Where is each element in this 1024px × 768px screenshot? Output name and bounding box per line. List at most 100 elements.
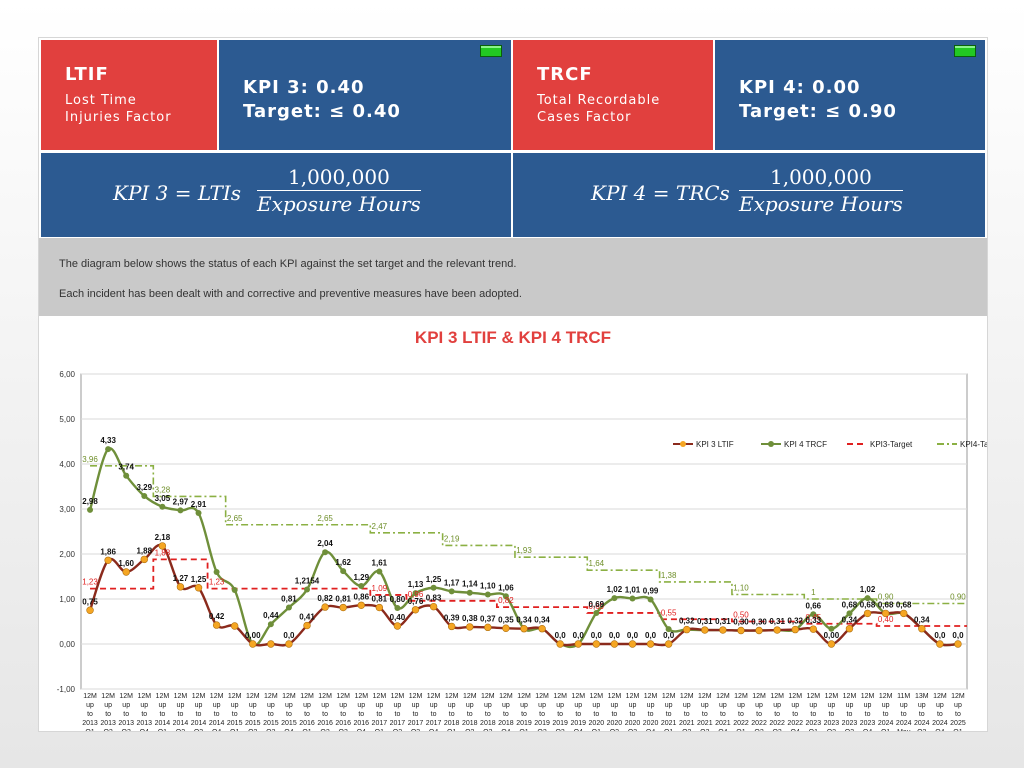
kpi3-point <box>809 625 818 633</box>
kpi3-data-label: 0,0 <box>591 631 603 640</box>
x-tick-label: to <box>792 711 798 718</box>
kpi4-target-label: 1,10 <box>733 584 749 593</box>
kpi3-data-label: 0,31 <box>697 617 713 626</box>
x-tick-label: to <box>720 711 726 718</box>
kpi3-point <box>683 625 691 634</box>
x-tick-label: 2024 <box>878 720 894 727</box>
x-tick-label: to <box>521 711 527 718</box>
x-tick-label: Q2 <box>682 729 691 731</box>
kpi4-data-label: 1,2154 <box>295 577 320 586</box>
kpi4-target-line <box>90 465 967 605</box>
x-tick-label: 2023 <box>842 720 858 727</box>
x-tick-label: to <box>883 711 889 718</box>
x-tick-label: to <box>828 711 834 718</box>
x-tick-label: Q1 <box>736 729 745 731</box>
x-tick-label: to <box>937 711 943 718</box>
kpi4-point <box>322 549 329 556</box>
x-tick-label: Q2 <box>465 729 474 731</box>
x-tick-label: to <box>87 711 93 718</box>
kpi3-point <box>484 623 492 632</box>
x-tick-label: 12M <box>626 693 640 700</box>
kpi4-target-label: 2,47 <box>372 522 388 531</box>
kpi3-point <box>375 603 384 612</box>
legend-marker <box>768 441 774 447</box>
x-tick-label: to <box>431 711 437 718</box>
kpi3-data-label: 0,0 <box>283 631 295 640</box>
kpi3-target-label: 0,40 <box>878 615 894 624</box>
kpi3-point <box>267 640 275 648</box>
x-tick-label: 2013 <box>100 720 116 727</box>
x-tick-label: up <box>791 702 799 709</box>
x-tick-label: to <box>666 711 672 718</box>
x-tick-label: Q3 <box>917 729 926 731</box>
x-tick-label: up <box>574 702 582 709</box>
kpi4-data-label: 2,97 <box>173 497 189 506</box>
x-tick-label: up <box>195 702 203 709</box>
x-tick-label: up <box>321 702 329 709</box>
x-tick-label: Q2 <box>320 729 329 731</box>
x-tick-label: to <box>358 711 364 718</box>
kpi4-numerator: 1,000,000 <box>739 165 903 191</box>
kpi4-data-label: 2,04 <box>317 539 333 548</box>
kpi3-target-label: 0,45 <box>806 613 822 622</box>
x-tick-label: to <box>322 711 328 718</box>
x-tick-label: 2020 <box>643 720 659 727</box>
x-tick-label: 2013 <box>136 720 152 727</box>
kpi4-point <box>394 605 401 611</box>
x-tick-label: 12M <box>336 693 350 700</box>
kpi4-point <box>340 568 347 575</box>
x-tick-label: up <box>900 702 908 709</box>
x-tick-label: Q1 <box>809 729 818 731</box>
x-tick-label: Q2 <box>610 729 619 731</box>
x-tick-label: up <box>104 702 112 709</box>
x-tick-label: 12M <box>300 693 314 700</box>
trcf-title: TRCF <box>537 64 593 85</box>
x-tick-label: Q2 <box>176 729 185 731</box>
x-tick-label: Q1 <box>592 729 601 731</box>
y-tick-label: 3,00 <box>59 505 75 514</box>
x-tick-label: 12M <box>246 693 260 700</box>
kpi4-data-label: 0,81 <box>281 595 297 604</box>
kpi4-point <box>105 446 112 453</box>
x-tick-label: up <box>737 702 745 709</box>
x-tick-label: 12M <box>481 693 495 700</box>
y-tick-label: 0,00 <box>59 640 75 649</box>
x-tick-label: Q1 <box>881 729 890 731</box>
x-tick-label: 2016 <box>353 720 369 727</box>
x-tick-label: up <box>339 702 347 709</box>
x-tick-label: Q3 <box>339 729 348 731</box>
x-tick-label: 2020 <box>625 720 641 727</box>
x-tick-label: 12M <box>354 693 368 700</box>
kpi4-data-label: 1,14 <box>462 580 478 589</box>
x-tick-label: to <box>865 711 871 718</box>
x-tick-label: to <box>756 711 762 718</box>
x-tick-label: to <box>611 711 617 718</box>
kpi4-point <box>502 593 509 600</box>
x-tick-label: up <box>249 702 257 709</box>
kpi4-target-label: 3,96 <box>82 455 98 464</box>
kpi4-data-label: 0,69 <box>589 600 605 609</box>
kpi4-point <box>87 506 94 513</box>
x-tick-label: Q1 <box>85 729 94 731</box>
kpi3-data-label: 0,00 <box>824 631 840 640</box>
x-tick-label: Q2 <box>537 729 546 731</box>
kpi3-target-label: 0,50 <box>733 611 749 620</box>
x-tick-label: 12M <box>716 693 730 700</box>
x-tick-label: Q4 <box>791 729 800 731</box>
x-tick-label: to <box>286 711 292 718</box>
x-tick-label: 2014 <box>191 720 207 727</box>
legend-label: KPI4-Target <box>960 440 987 449</box>
kpi3-point <box>230 622 239 630</box>
x-tick-label: 12M <box>174 693 188 700</box>
kpi4-point <box>304 586 311 593</box>
kpi4-card: KPI 4: 0.00 Target: ≤ 0.90 <box>715 40 985 150</box>
kpi4-value: KPI 4: 0.00 <box>739 77 861 98</box>
x-tick-label: to <box>810 711 816 718</box>
kpi4-formula-panel: KPI 4 = TRCs 1,000,000 Exposure Hours <box>513 153 985 237</box>
x-tick-label: Q1 <box>375 729 384 731</box>
x-tick-label: to <box>847 711 853 718</box>
kpi4-point <box>665 626 672 633</box>
kpi4-target: Target: ≤ 0.90 <box>739 101 897 122</box>
x-tick-label: Q1 <box>953 729 962 731</box>
kpi3-point <box>194 584 203 592</box>
